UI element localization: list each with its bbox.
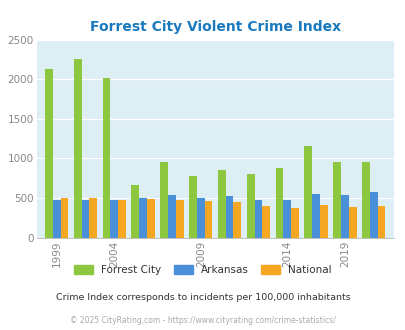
Bar	[110, 200, 118, 238]
Title: Forrest City Violent Crime Index: Forrest City Violent Crime Index	[90, 20, 340, 34]
Bar	[217, 170, 225, 238]
Bar	[254, 200, 262, 238]
Bar	[81, 200, 89, 238]
Bar	[60, 198, 68, 238]
Bar	[246, 174, 254, 238]
Bar	[275, 168, 283, 238]
Bar	[147, 199, 154, 238]
Bar	[369, 192, 377, 238]
Bar	[290, 208, 298, 238]
Bar	[204, 201, 212, 238]
Bar	[340, 195, 348, 238]
Bar	[262, 206, 269, 238]
Bar	[160, 162, 168, 238]
Bar	[361, 162, 369, 238]
Bar	[53, 200, 60, 238]
Legend: Forrest City, Arkansas, National: Forrest City, Arkansas, National	[70, 261, 335, 280]
Bar	[175, 200, 183, 238]
Bar	[74, 59, 81, 238]
Text: © 2025 CityRating.com - https://www.cityrating.com/crime-statistics/: © 2025 CityRating.com - https://www.city…	[70, 316, 335, 325]
Bar	[189, 176, 196, 238]
Bar	[333, 162, 340, 238]
Bar	[139, 198, 147, 238]
Bar	[131, 185, 139, 238]
Bar	[319, 205, 327, 238]
Bar	[304, 146, 311, 238]
Text: Crime Index corresponds to incidents per 100,000 inhabitants: Crime Index corresponds to incidents per…	[55, 293, 350, 302]
Bar	[311, 194, 319, 238]
Bar	[102, 79, 110, 238]
Bar	[377, 206, 384, 238]
Bar	[168, 195, 175, 238]
Bar	[225, 196, 233, 238]
Bar	[196, 198, 204, 238]
Bar	[45, 69, 53, 238]
Bar	[348, 207, 356, 238]
Bar	[89, 198, 97, 238]
Bar	[283, 200, 290, 238]
Bar	[118, 200, 126, 238]
Bar	[233, 202, 241, 238]
